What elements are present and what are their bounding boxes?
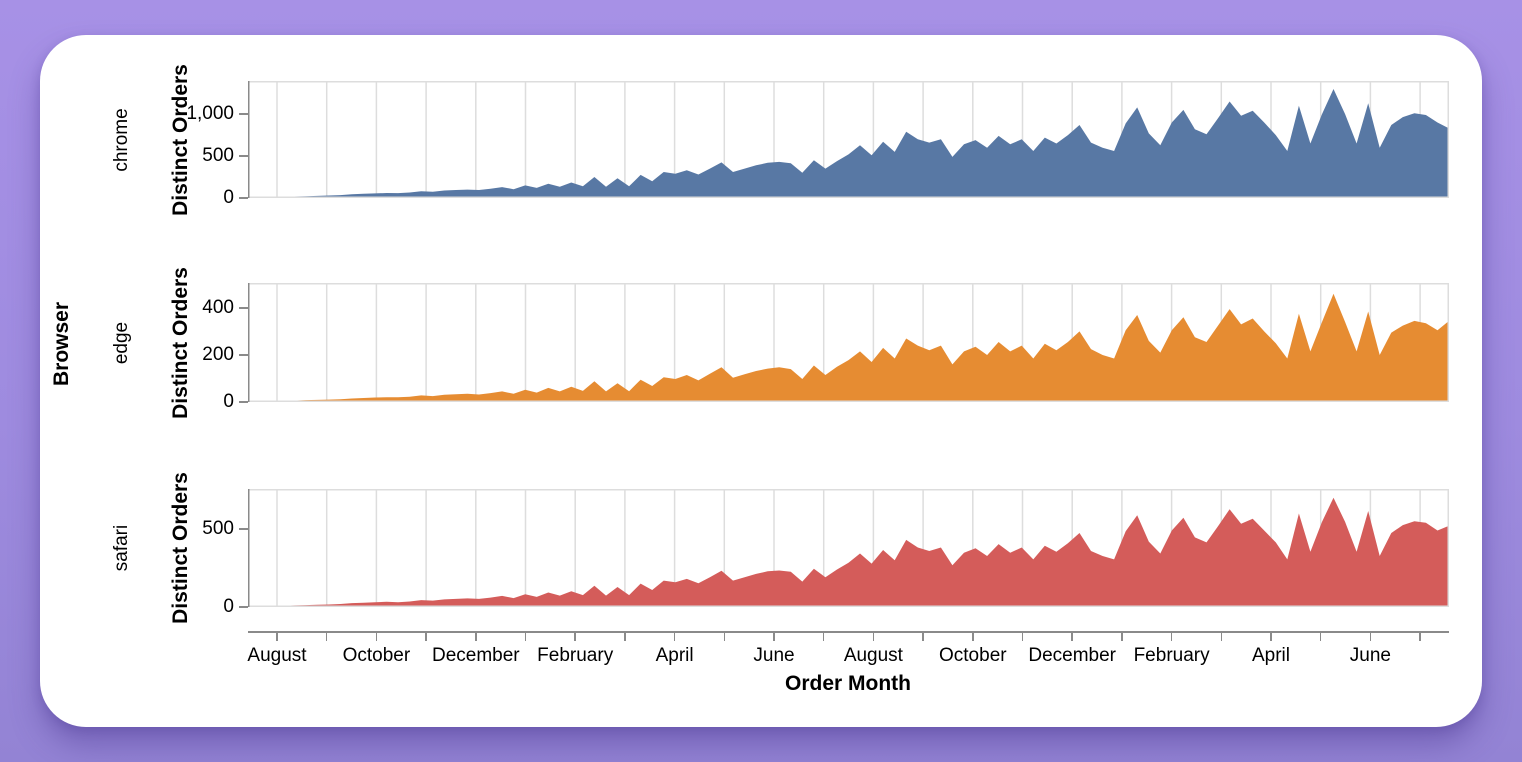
x-tick-mark <box>1121 633 1123 641</box>
x-tick-mark <box>1369 633 1372 641</box>
x-tick-mark <box>922 633 924 641</box>
y-tick-label: 200 <box>202 343 234 365</box>
row-facet-axis-title: Browser <box>50 301 73 387</box>
x-tick-mark <box>475 633 477 641</box>
x-tick-mark <box>425 633 427 641</box>
y-tick-mark <box>239 155 248 157</box>
y-tick-mark <box>239 606 248 608</box>
y-tick-label: 0 <box>223 596 234 617</box>
y-tick-label: 400 <box>202 296 234 318</box>
x-tick-mark <box>972 633 974 641</box>
x-tick-label: October <box>939 645 1007 666</box>
y-tick-label: 500 <box>202 145 234 167</box>
x-tick-mark <box>1021 633 1024 641</box>
x-tick-mark <box>574 633 576 641</box>
x-tick-mark <box>1319 633 1322 641</box>
y-tick-label: 0 <box>223 187 234 208</box>
y-axis-title: Distinct Orders <box>169 472 192 624</box>
x-tick-mark <box>872 633 875 641</box>
y-tick-mark <box>239 113 248 115</box>
y-tick-label: 0 <box>223 391 234 412</box>
x-tick-label: February <box>537 645 614 666</box>
x-tick-mark <box>822 633 825 641</box>
facet-plot-edge <box>248 283 1449 402</box>
y-tick-mark <box>239 307 248 309</box>
x-tick-label: February <box>1133 645 1210 666</box>
y-axis-title: Distinct Orders <box>169 266 192 419</box>
y-axis-title: Distinct Orders <box>169 63 192 216</box>
facet-plot-safari <box>248 489 1449 607</box>
x-tick-mark <box>1071 633 1073 641</box>
area-series-chrome <box>248 89 1449 198</box>
facet-label-edge: edge <box>111 321 132 364</box>
x-tick-label: August <box>843 645 903 666</box>
y-tick-mark <box>239 197 248 199</box>
x-tick-mark <box>325 633 328 641</box>
y-tick-mark <box>239 401 248 403</box>
x-tick-mark <box>524 633 527 641</box>
y-tick-label: 500 <box>202 517 234 539</box>
x-tick-mark <box>673 633 676 641</box>
x-tick-mark <box>723 633 726 641</box>
x-axis-title: Order Month <box>785 672 911 695</box>
x-tick-mark <box>1170 633 1173 641</box>
x-tick-label: August <box>247 645 307 666</box>
facet-plot-chrome <box>248 81 1449 198</box>
x-tick-label: April <box>1251 645 1290 666</box>
area-series-edge <box>248 293 1449 402</box>
facet-label-safari: safari <box>111 524 132 572</box>
x-tick-label: June <box>1349 645 1391 666</box>
x-tick-mark <box>1419 633 1421 641</box>
x-tick-mark <box>375 633 378 641</box>
x-tick-label: October <box>342 645 411 666</box>
x-tick-label: April <box>655 645 694 666</box>
x-tick-label: June <box>753 645 795 666</box>
y-tick-mark <box>239 528 248 530</box>
area-series-safari <box>248 497 1449 607</box>
x-tick-mark <box>1220 633 1223 641</box>
x-tick-mark <box>276 633 278 641</box>
x-tick-label: December <box>431 645 520 666</box>
x-axis-domain <box>248 631 1449 633</box>
y-tick-mark <box>239 354 248 356</box>
x-tick-label: December <box>1028 645 1117 666</box>
x-tick-mark <box>773 633 775 641</box>
y-tick-label: 1,000 <box>186 103 234 125</box>
x-tick-mark <box>1270 633 1272 641</box>
x-tick-mark <box>624 633 626 641</box>
facet-label-chrome: chrome <box>111 107 132 172</box>
